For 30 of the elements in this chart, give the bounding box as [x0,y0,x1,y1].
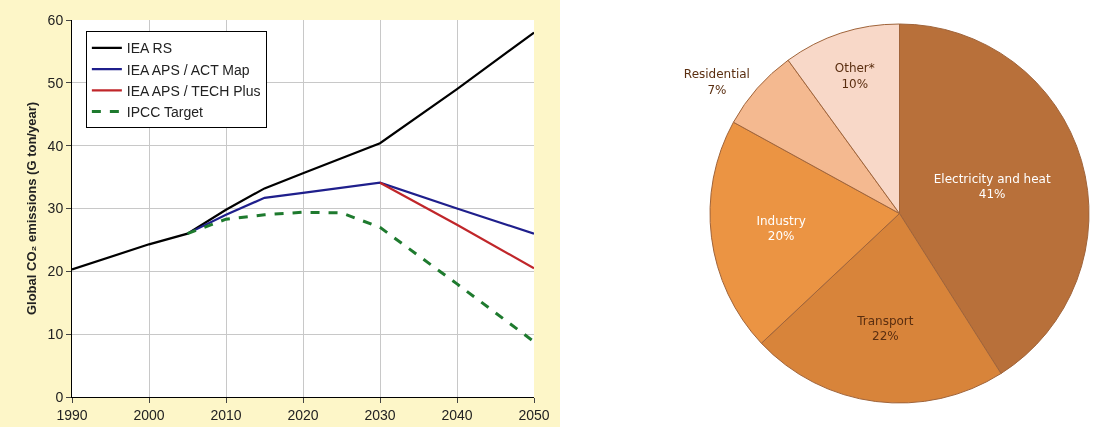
line-series [186,210,534,344]
y-tick-label: 10 [47,326,64,343]
slice-label: Residential [683,66,750,81]
x-tick-label: 2050 [518,406,550,423]
y-tick-label: 40 [47,137,64,154]
x-tick-label: 2030 [364,406,396,423]
data-label: 10% [841,76,869,91]
x-tick-label: 2020 [287,406,319,423]
x-tick-label: 2040 [441,406,473,423]
y-tick-label: 0 [55,388,64,405]
legend-label: IEA RS [126,40,172,57]
slice-label: Industry [756,213,806,228]
legend-label: IEA APS / ACT Map [126,61,250,78]
data-label: 41% [978,187,1006,202]
legend-label: IEA APS / TECH Plus [126,82,261,99]
legend-label: IPCC Target [126,103,203,120]
y-tick-label: 30 [47,200,64,217]
x-tick-label: 2010 [210,406,242,423]
slice-label: Transport [856,313,914,328]
slice-label: Other* [834,61,875,76]
y-tick-label: 20 [47,263,64,280]
data-label: 7% [707,82,727,97]
x-tick-label: 2000 [133,406,165,423]
slice-label: Electricity and heat [933,171,1051,186]
y-tick-label: 60 [47,11,64,28]
x-tick-label: 1990 [56,406,88,423]
data-label: 22% [872,329,899,344]
y-axis-title: Global CO₂ emissions (G ton/year) [24,101,39,316]
y-tick-label: 50 [47,74,64,91]
data-label: 20% [767,229,795,244]
